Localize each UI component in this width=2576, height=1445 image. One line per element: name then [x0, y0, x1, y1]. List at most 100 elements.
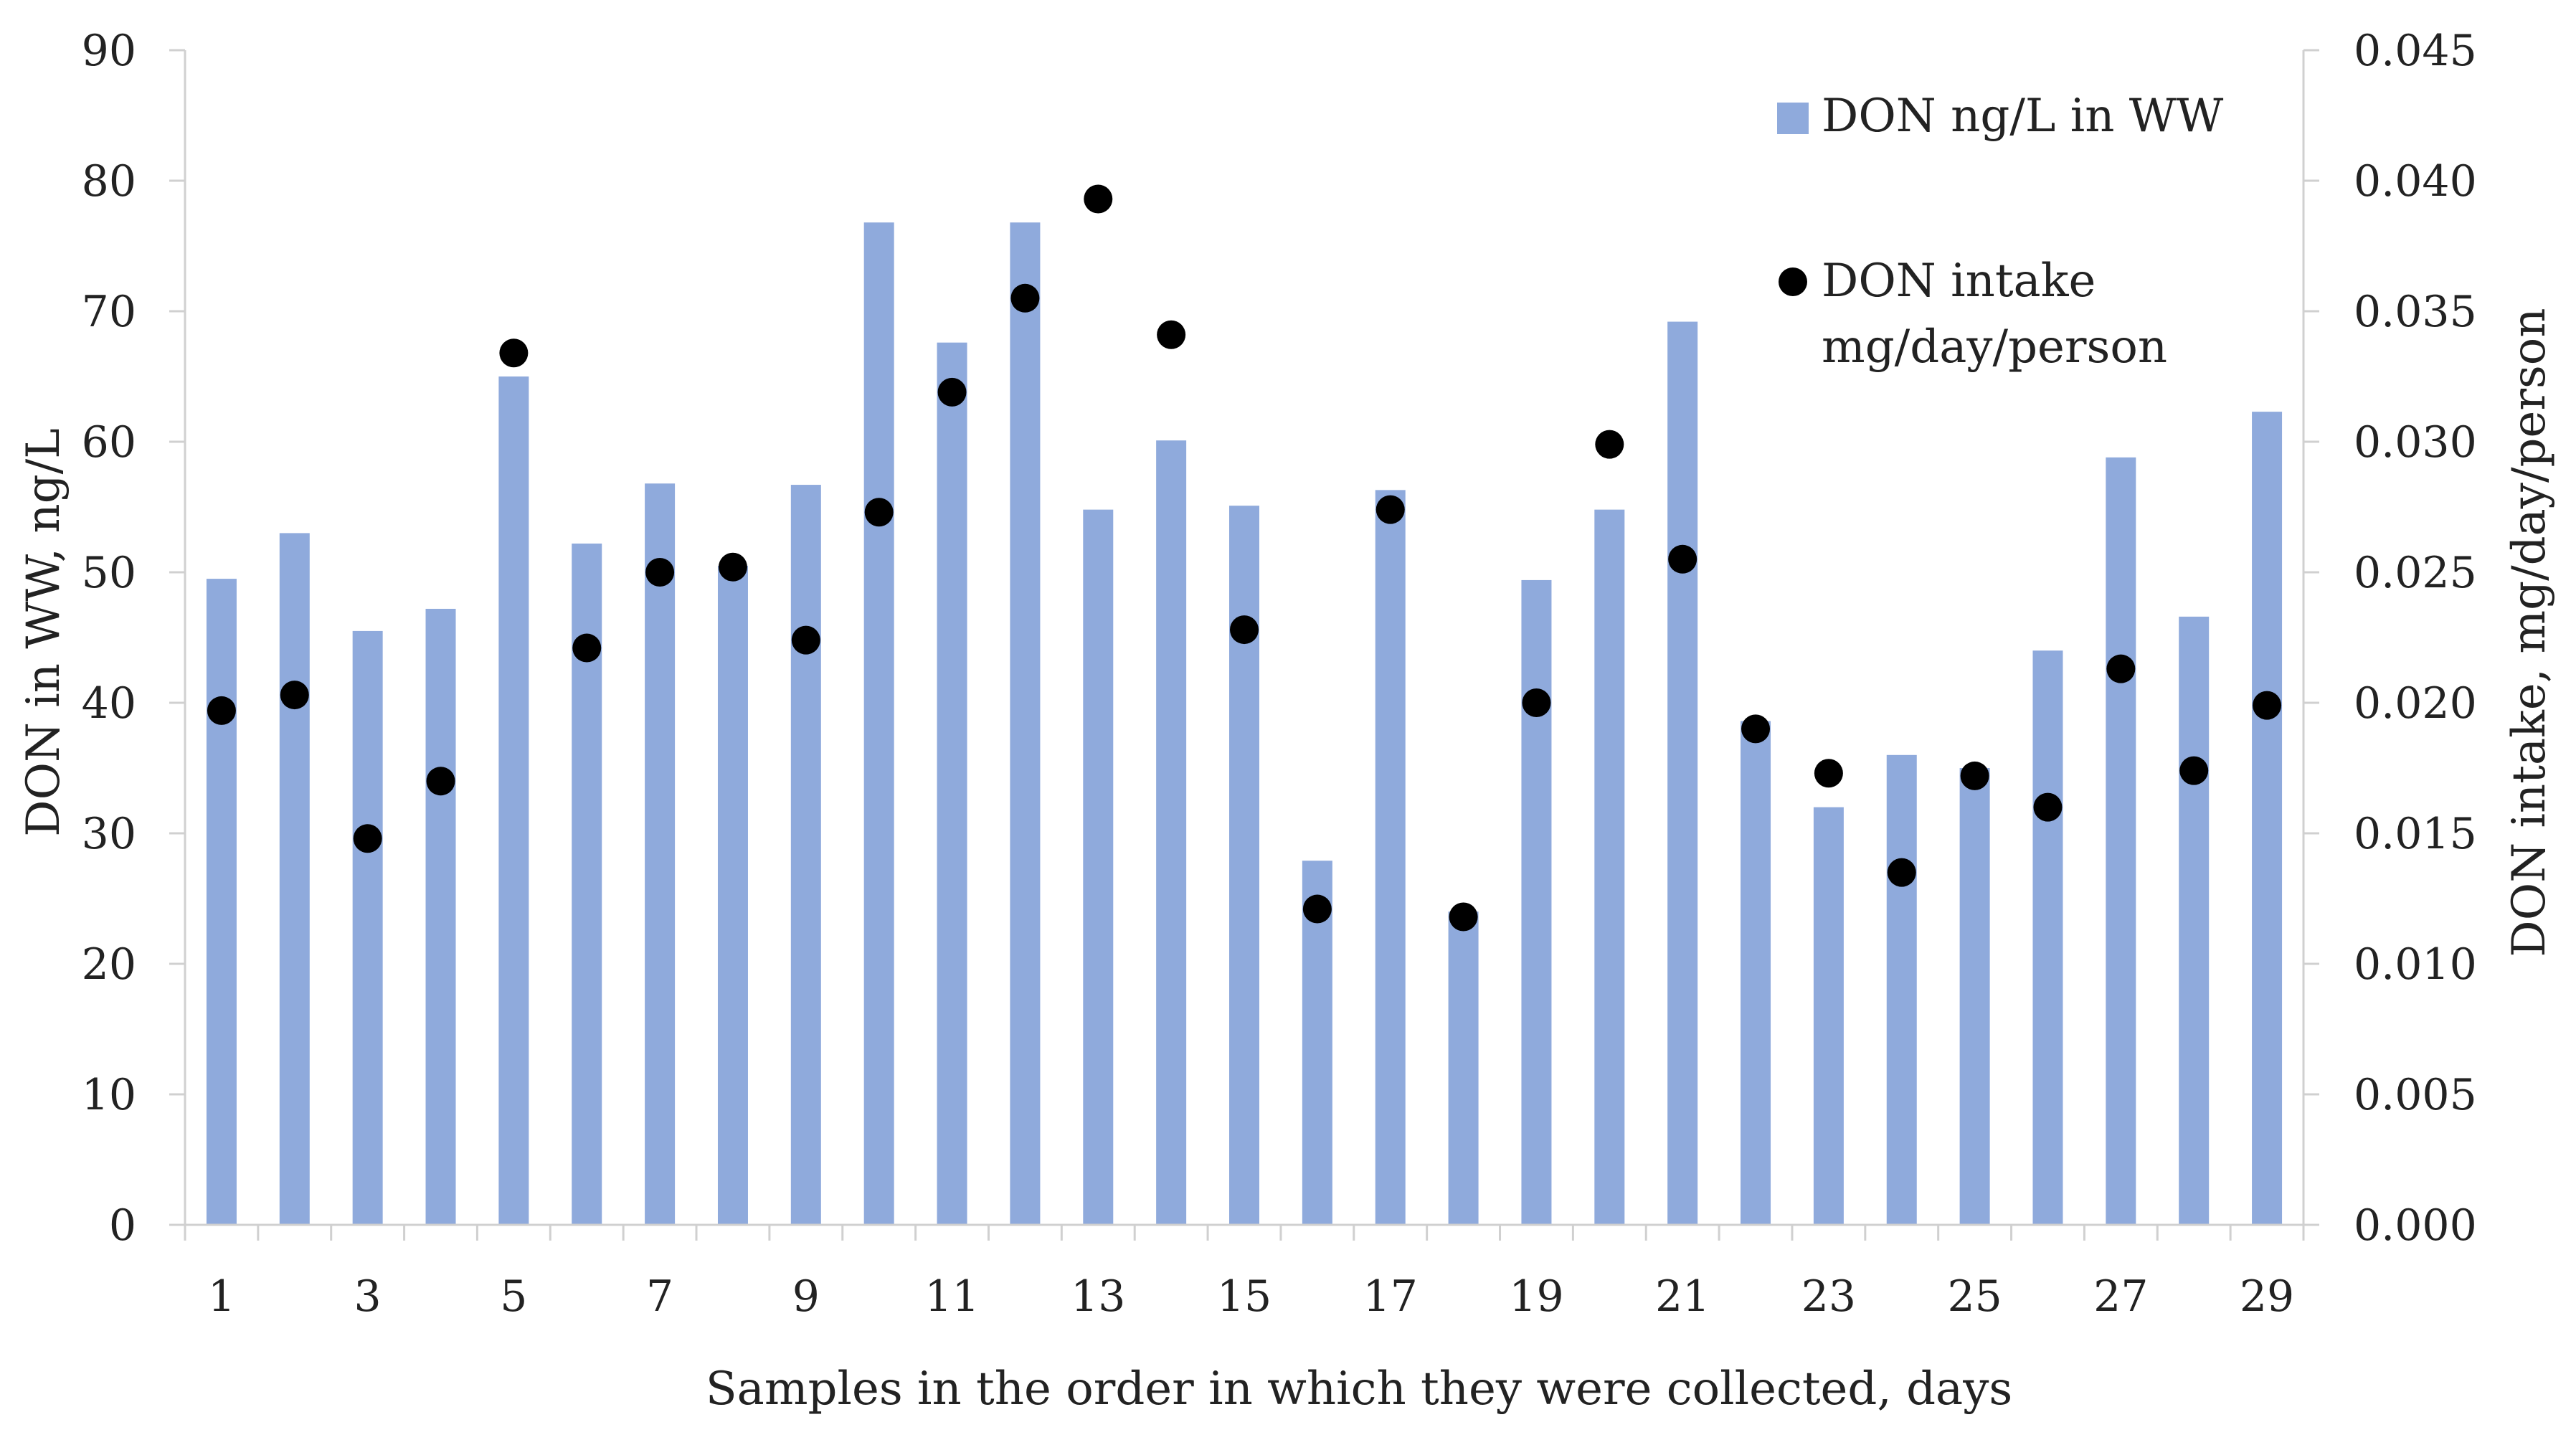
scatter-point — [645, 558, 675, 587]
legend-dot-label-line2: mg/day/person — [1822, 321, 2167, 374]
scatter-point — [1157, 320, 1186, 349]
bar — [717, 565, 748, 1225]
scatter-point — [1084, 184, 1113, 214]
axes: 0 10 20 30 40 50 60 70 80 90 0.000 0.005 0.010 0.015 0… — [82, 26, 2477, 1322]
right-y-tick-label: 0.020 — [2354, 678, 2477, 729]
legend-dot-label-line1: DON intake — [1822, 255, 2096, 308]
scatter-point — [2253, 691, 2282, 720]
right-y-tick-label: 0.030 — [2354, 417, 2477, 468]
scatter-point — [2033, 792, 2063, 822]
right-y-tick-label: 0.005 — [2354, 1070, 2477, 1120]
scatter-point — [791, 625, 820, 655]
scatter-point — [2106, 654, 2136, 683]
x-tick-label: 5 — [500, 1271, 527, 1322]
left-y-tick-label: 70 — [82, 287, 136, 337]
bar — [1375, 490, 1406, 1225]
bar — [206, 579, 237, 1225]
scatter-point — [499, 338, 529, 368]
scatter-point — [937, 377, 967, 407]
left-y-tick-label: 40 — [82, 678, 136, 729]
bar — [1594, 509, 1625, 1225]
x-tick-label: 23 — [1801, 1271, 1856, 1322]
bar — [2106, 457, 2136, 1225]
scatter-point — [280, 681, 309, 710]
bar — [2179, 616, 2210, 1225]
right-y-axis-title: DON intake, mg/day/person — [2503, 308, 2556, 957]
scatter-point — [718, 552, 747, 582]
scatter-point — [1668, 544, 1697, 574]
left-y-tick-label: 20 — [82, 939, 136, 990]
right-y-tick-label: 0.015 — [2354, 809, 2477, 859]
left-y-tick-label: 0 — [109, 1200, 136, 1251]
left-y-tick-label: 10 — [82, 1070, 136, 1120]
dot-series — [207, 184, 2282, 932]
scatter-point — [1741, 714, 1771, 744]
x-axis-title: Samples in the order in which they were … — [706, 1363, 2012, 1416]
left-y-tick-label: 60 — [82, 417, 136, 468]
bar — [937, 342, 967, 1226]
scatter-point — [864, 498, 894, 527]
left-y-tick-label: 90 — [82, 26, 136, 76]
bar — [1959, 768, 1990, 1225]
right-y-tick-label: 0.045 — [2354, 26, 2477, 76]
x-tick-label: 25 — [1947, 1271, 2002, 1322]
scatter-point — [1522, 688, 1551, 717]
scatter-point — [1595, 430, 1624, 459]
bar — [352, 630, 383, 1225]
right-y-tick-label: 0.000 — [2354, 1200, 2477, 1251]
bar — [1521, 579, 1552, 1225]
bar — [1667, 321, 1698, 1225]
left-y-tick-label: 80 — [82, 156, 136, 207]
right-y-tick-label: 0.040 — [2354, 156, 2477, 207]
scatter-point — [572, 633, 602, 663]
legend-bar-swatch — [1777, 103, 1809, 134]
x-tick-label: 13 — [1071, 1271, 1125, 1322]
bar — [2032, 650, 2063, 1225]
right-y-tick-label: 0.025 — [2354, 548, 2477, 598]
scatter-point — [1302, 894, 1332, 924]
scatter-point — [207, 696, 236, 725]
bar — [1813, 807, 1844, 1225]
bar-series — [206, 222, 2283, 1226]
scatter-point — [1375, 495, 1405, 524]
bar — [425, 608, 456, 1225]
bar — [790, 485, 821, 1225]
scatter-point — [1960, 761, 1989, 790]
bar — [1010, 222, 1041, 1225]
x-tick-label: 15 — [1217, 1271, 1272, 1322]
x-tick-label: 17 — [1363, 1271, 1418, 1322]
x-tick-label: 29 — [2240, 1271, 2294, 1322]
left-y-tick-label: 50 — [82, 548, 136, 598]
legend-bar-label: DON ng/L in WW — [1822, 90, 2224, 143]
scatter-point — [426, 767, 455, 796]
scatter-point — [1814, 759, 1843, 788]
bar — [1229, 506, 1259, 1225]
bar — [645, 483, 676, 1225]
x-tick-label: 9 — [792, 1271, 820, 1322]
scatter-point — [1449, 902, 1478, 932]
right-y-tick-label: 0.010 — [2354, 939, 2477, 990]
bar — [1156, 440, 1187, 1226]
bar — [2252, 412, 2283, 1225]
legend: DON ng/L in WW DON intake mg/day/person — [1777, 90, 2224, 374]
scatter-point — [1230, 615, 1259, 645]
x-tick-label: 3 — [354, 1271, 382, 1322]
left-y-axis-title: DON in WW, ng/L — [17, 428, 70, 836]
bar — [1448, 911, 1479, 1225]
x-tick-label: 7 — [646, 1271, 673, 1322]
legend-dot-swatch — [1779, 267, 1807, 296]
x-tick-label: 27 — [2093, 1271, 2148, 1322]
scatter-point — [353, 824, 382, 853]
x-tick-label: 11 — [924, 1271, 979, 1322]
scatter-point — [1887, 858, 1916, 887]
left-y-tick-label: 30 — [82, 809, 136, 859]
bar — [1083, 509, 1114, 1225]
bar — [279, 533, 310, 1225]
x-tick-label: 19 — [1509, 1271, 1563, 1322]
bar — [498, 376, 529, 1225]
right-y-tick-label: 0.035 — [2354, 287, 2477, 337]
bar — [863, 222, 894, 1225]
bar — [1741, 721, 1771, 1225]
scatter-point — [2179, 756, 2209, 785]
